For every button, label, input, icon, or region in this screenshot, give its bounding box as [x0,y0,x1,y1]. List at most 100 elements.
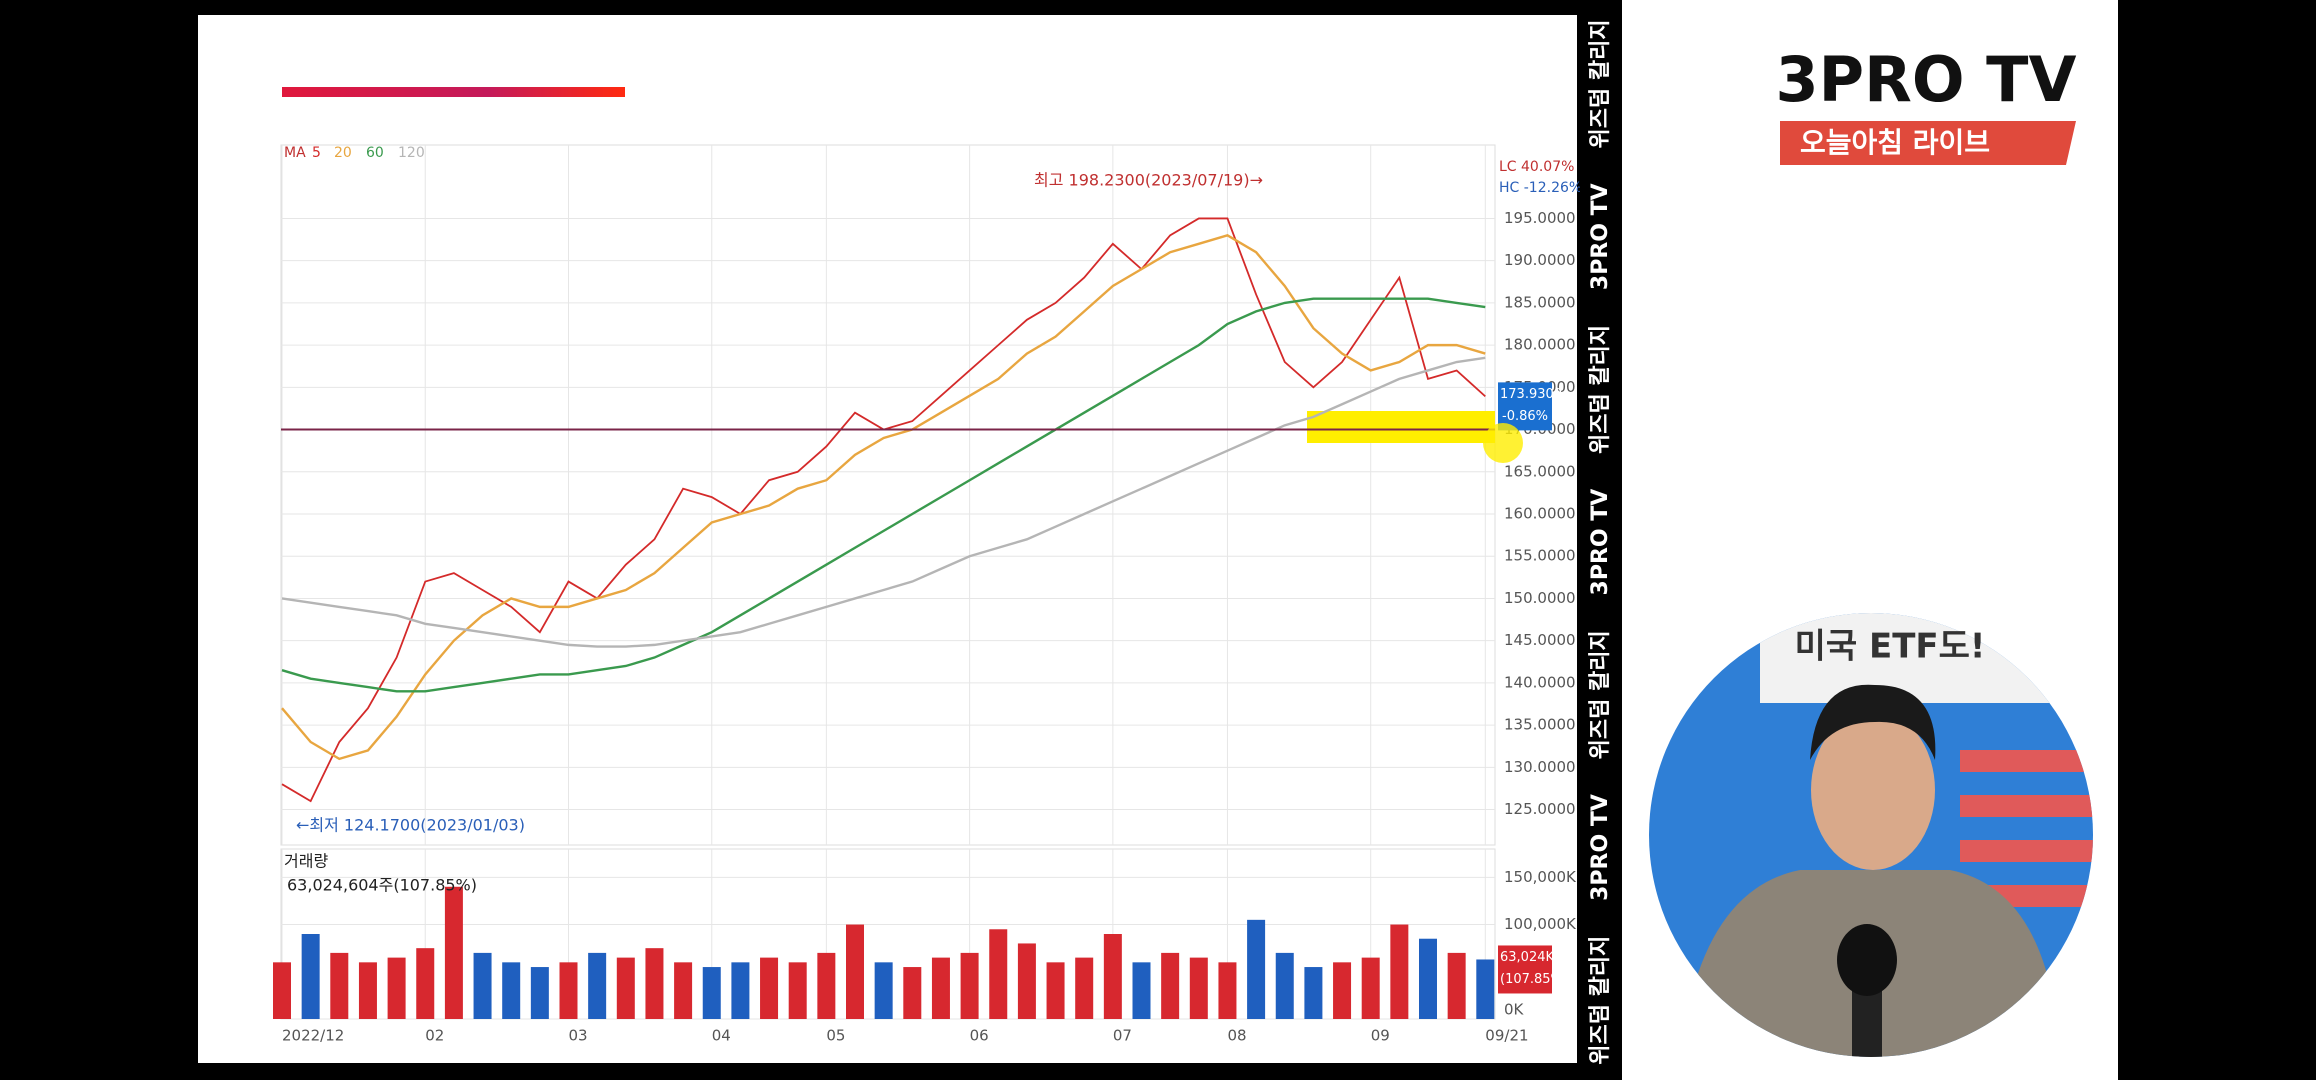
y-tick-label: 0K [1504,1001,1525,1019]
volume-bar [616,957,635,1019]
volume-bar [760,957,779,1019]
volume-bar [1218,962,1237,1019]
lc-label: LC 40.07% [1499,159,1574,175]
volume-bar [416,948,435,1019]
volume-bar [645,948,664,1019]
volume-bar [502,962,521,1019]
volume-bar [731,962,750,1019]
grid: 125.0000 130.0000 135.0000 140.0000 145.0000… [281,145,1577,1045]
volume-bar [874,962,893,1019]
legend-entry: 20 [334,145,352,161]
x-tick-label: 08 [1227,1027,1246,1045]
legend-entry: 5 [312,145,321,161]
volume-bar [1419,938,1437,1019]
program-title: 오늘아침 라이브 [1800,126,1990,159]
y-tick-label: 160.0000 [1504,504,1576,522]
legend-entry: 120 [398,145,425,161]
y-tick-label: 150.0000 [1504,589,1576,607]
volume-bar [931,957,950,1019]
volume-bar [989,929,1008,1019]
banner-texts: 위즈덤 칼리지 3PRO TV 위즈덤 칼리지 3PRO TV 위즈덤 칼리지 3PRO … [1588,19,1613,1064]
volume-bar [1476,959,1495,1019]
volume-subtitle: 63,024,604주(107.85%) [287,876,477,895]
volume-bar [473,952,492,1019]
y-tick-label: 145.0000 [1504,631,1576,649]
banner-text: 위즈덤 칼리지 [1588,936,1613,1065]
volume-bar [358,962,377,1019]
program-banner [1780,121,2076,165]
camera [1649,613,2093,1057]
volume-tag [1498,945,1552,994]
volume-bar [1161,952,1180,1019]
volume-bar [903,967,922,1019]
logo: 3PRO TV [1776,43,2077,116]
volume-bar [1275,952,1294,1019]
title-bar [282,87,625,97]
x-tick-label: 09 [1371,1027,1390,1045]
banner-text: 3PRO TV [1588,183,1613,290]
y-tick-label: 180.0000 [1504,336,1576,354]
y-tick-label: 155.0000 [1504,547,1576,565]
x-tick-label: 02 [425,1027,444,1045]
price-tag [1498,382,1552,431]
video-caption: 미국 ETF도! [1795,627,1986,667]
banner-text: 위즈덤 칼리지 [1588,325,1613,454]
y-tick-label: 150,000K [1504,868,1577,886]
legend-entry: 60 [366,145,384,161]
x-tick-label: 2022/12 [282,1027,344,1045]
volume-bar [387,957,406,1019]
chart-panel [198,15,1577,1063]
y-tick-label: 130.0000 [1504,758,1576,776]
y-tick-label: 135.0000 [1504,716,1576,734]
volume-bar [1189,957,1208,1019]
volume-bar [1361,957,1380,1019]
volume-bar [273,962,291,1019]
volume-bar [588,952,607,1019]
volume-bar [1046,962,1065,1019]
volume-bar [788,962,807,1019]
volume-bar [960,952,979,1019]
price-change-label: -0.86% [1502,409,1548,424]
volume-bar [330,952,349,1019]
banner-text: 3PRO TV [1588,489,1613,596]
high-label: 최고 198.2300(2023/07/19)→ [1034,171,1263,190]
volume-title: 거래량 [284,852,328,871]
ma-line [281,297,1486,693]
side-banner [1580,0,1622,1080]
banner-text: 위즈덤 칼리지 [1588,19,1613,148]
x-tick-label: 04 [712,1027,731,1045]
x-tick-label: 09/21 [1485,1027,1528,1045]
ma-line [281,356,1486,648]
volume-bar [1103,934,1122,1019]
x-tick-label: 03 [569,1027,588,1045]
price-tag-label: 173.9300 [1500,387,1562,402]
y-tick-label: 100,000K [1504,915,1577,933]
volume-bar [1447,952,1466,1019]
y-tick-label: 190.0000 [1504,251,1576,269]
x-tick-label: 06 [970,1027,989,1045]
cursor-halo [1483,423,1523,463]
volume-ratio-label: (107.85%) [1500,972,1568,987]
volume-bar [1333,962,1352,1019]
x-tick-label: 07 [1113,1027,1132,1045]
volume-bar [530,967,549,1019]
ma-line [281,234,1486,761]
volume-bar [444,886,463,1019]
legend-title: MA [284,145,306,161]
y-tick-label: 195.0000 [1504,209,1576,227]
volume-tag-label: 63,024K [1500,950,1554,965]
plot: MA 5 20 60 120 173.9300 -0.86% 63,024K (107.85%) [273,145,1568,1019]
y-tick-label: 140.0000 [1504,673,1576,691]
volume-bar [702,967,721,1019]
x-tick-label: 05 [826,1027,845,1045]
y-tick-label: 165.0000 [1504,462,1576,480]
volume-bar [817,952,836,1019]
volume-bar [1075,957,1094,1019]
y-tick-label: 185.0000 [1504,293,1576,311]
banner-text: 위즈덤 칼리지 [1588,630,1613,759]
volume-bar [1132,962,1151,1019]
volume-bar [1017,943,1036,1019]
volume-bar [1247,919,1266,1019]
